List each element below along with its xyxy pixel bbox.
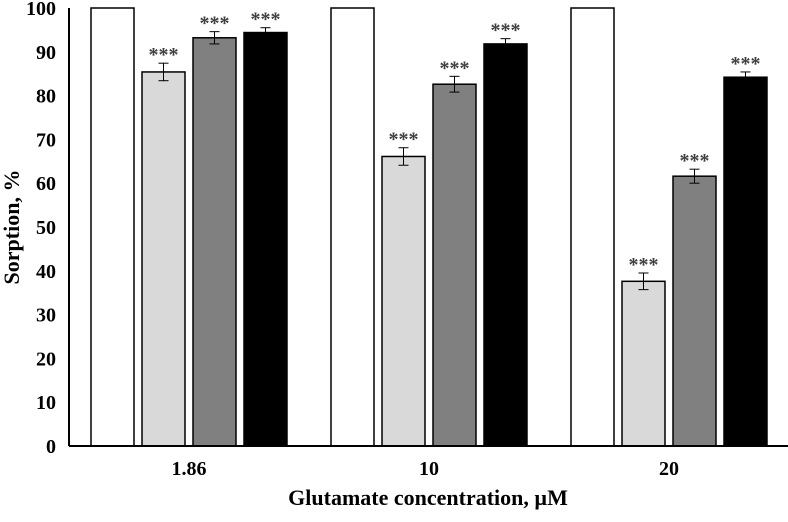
error-bar — [209, 31, 220, 45]
error-bar — [500, 38, 511, 50]
bar — [141, 71, 186, 447]
bar — [330, 7, 375, 447]
error-bar — [740, 71, 751, 83]
significance-label: *** — [440, 57, 470, 79]
error-bar — [398, 147, 409, 166]
y-tick-label: 80 — [36, 86, 56, 108]
bar — [621, 280, 666, 447]
x-axis-label: Glutamate concentration, µM — [288, 485, 568, 510]
significance-label: *** — [731, 53, 761, 75]
x-tick-label: 20 — [659, 458, 679, 480]
significance-label: *** — [200, 13, 230, 35]
significance-label: *** — [491, 20, 521, 42]
bar — [723, 76, 768, 447]
x-tick-label: 1.86 — [172, 458, 207, 480]
y-tick-label: 90 — [36, 42, 56, 64]
bar — [672, 175, 717, 447]
bar — [381, 155, 426, 447]
significance-label: *** — [149, 44, 179, 66]
error-bar — [638, 272, 649, 291]
significance-label: *** — [629, 254, 659, 276]
bar — [570, 7, 615, 447]
y-tick-label: 60 — [36, 173, 56, 195]
bar — [483, 43, 528, 447]
y-tick-label: 100 — [26, 0, 56, 20]
y-axis-label: Sorption, % — [0, 170, 24, 285]
y-tick-label: 40 — [36, 261, 56, 283]
y-tick-label: 20 — [36, 348, 56, 370]
significance-label: *** — [389, 129, 419, 151]
error-bar — [449, 75, 460, 93]
bar — [90, 7, 135, 447]
y-tick-label: 0 — [46, 436, 56, 458]
significance-label: *** — [251, 9, 281, 31]
significance-label: *** — [680, 150, 710, 172]
bar — [243, 31, 288, 447]
x-tick-label: 10 — [419, 458, 439, 480]
error-bar — [689, 168, 700, 184]
error-bar — [260, 27, 271, 38]
y-tick-label: 50 — [36, 217, 56, 239]
y-tick-label: 70 — [36, 129, 56, 151]
bar — [192, 37, 237, 447]
bar — [432, 83, 477, 447]
y-tick-label: 30 — [36, 305, 56, 327]
y-tick-label: 10 — [36, 392, 56, 414]
error-bar — [158, 62, 169, 82]
